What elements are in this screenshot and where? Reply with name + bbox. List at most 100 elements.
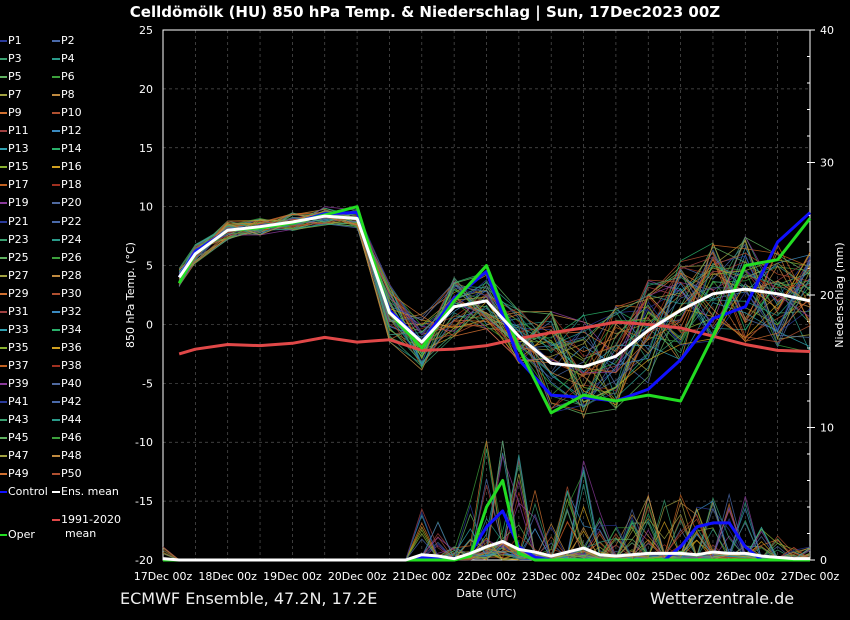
legend-label: P46: [61, 431, 82, 445]
y2-axis-label: Niederschlag (mm): [833, 242, 846, 347]
legend-item-p21: P21: [0, 215, 29, 229]
legend-swatch: [52, 94, 60, 97]
legend-swatch: [52, 382, 60, 385]
legend-item-p29: P29: [0, 287, 29, 301]
source-label: ECMWF Ensemble, 47.2N, 17.2E: [120, 589, 378, 608]
legend-swatch: [52, 202, 60, 205]
legend-swatch: [0, 346, 7, 349]
legend-item-p3: P3: [0, 52, 22, 66]
y-tick-label: 20: [139, 83, 153, 96]
legend-swatch: [52, 401, 60, 403]
legend-swatch: [0, 40, 7, 42]
legend-label: P45: [8, 431, 29, 445]
legend-label: P8: [61, 88, 75, 102]
legend-item-p30: P30: [52, 287, 82, 301]
legend-swatch: [0, 310, 7, 313]
legend-swatch: [0, 94, 7, 97]
legend-item-p23: P23: [0, 233, 29, 247]
legend-swatch: [0, 401, 7, 403]
legend-swatch: [0, 256, 7, 259]
legend-label: mean: [65, 527, 97, 540]
legend-label: P4: [61, 52, 75, 66]
legend-item-control: Control: [0, 485, 48, 499]
legend-item-ens-mean: Ens. mean: [52, 485, 119, 499]
legend-item-p6: P6: [52, 70, 75, 84]
legend-item-p12: P12: [52, 124, 82, 138]
legend-label: P39: [8, 376, 29, 390]
legend-item-p47: P47: [0, 449, 29, 463]
legend-label: P48: [61, 449, 82, 463]
legend-swatch: [52, 256, 60, 259]
legend-label: P12: [61, 124, 82, 138]
y-tick-label: -15: [135, 495, 153, 508]
legend-swatch: [0, 419, 7, 422]
legend-swatch: [0, 455, 7, 458]
x-tick-label: 22Dec 00z: [457, 570, 516, 583]
legend-item-p8: P8: [52, 88, 75, 102]
legend-swatch: [52, 184, 60, 187]
legend-swatch: [0, 328, 7, 331]
y2-tick-label: 30: [820, 157, 834, 170]
legend-label: P5: [8, 70, 22, 84]
ensemble-member-temp-line: [178, 213, 811, 398]
legend-label: P50: [61, 467, 82, 481]
legend-item-p16: P16: [52, 160, 82, 174]
legend-label: P13: [8, 142, 29, 156]
ensemble-member-temp-line: [178, 213, 811, 388]
ens-mean-precip-line: [162, 539, 810, 562]
legend-label: P26: [61, 250, 82, 264]
legend-item-p48: P48: [52, 449, 82, 463]
legend-label: P7: [8, 88, 22, 102]
legend-swatch: [52, 220, 60, 223]
legend-swatch: [0, 364, 7, 367]
legend-swatch: [52, 130, 60, 133]
legend-item-p36: P36: [52, 341, 82, 355]
legend-swatch: [0, 382, 7, 385]
ensemble-member-temp-line: [178, 216, 811, 410]
legend-swatch: [0, 437, 7, 440]
legend-label: Control: [8, 485, 48, 498]
legend-item-p14: P14: [52, 142, 82, 156]
legend-label: 1991-2020: [61, 513, 121, 526]
ensemble-member-temp-line: [178, 219, 811, 386]
legend-label: P3: [8, 52, 22, 66]
x-tick-label: 26Dec 00z: [716, 570, 775, 583]
y2-tick-label: 40: [820, 24, 834, 37]
legend-swatch: [52, 310, 60, 313]
legend-label: P47: [8, 449, 29, 463]
legend-swatch: [0, 76, 7, 79]
legend-swatch: [52, 40, 60, 42]
legend-item-p15: P15: [0, 160, 29, 174]
legend-item-p5: P5: [0, 70, 22, 84]
legend-item-p24: P24: [52, 233, 82, 247]
legend-label: P38: [61, 358, 82, 372]
legend-item-p38: P38: [52, 359, 82, 373]
legend-swatch: [52, 473, 60, 476]
legend-item-p31: P31: [0, 305, 29, 319]
legend-swatch: [52, 292, 60, 295]
brand-label: Wetterzentrale.de: [650, 589, 795, 608]
legend-item-p7: P7: [0, 88, 22, 102]
y-tick-label: 10: [139, 201, 153, 214]
x-tick-label: 18Dec 00z: [198, 570, 257, 583]
x-tick-label: 19Dec 00z: [263, 570, 322, 583]
y-tick-label: -20: [135, 554, 153, 567]
legend-swatch: [52, 437, 60, 440]
legend-swatch: [52, 419, 60, 422]
y-tick-label: -5: [142, 377, 153, 390]
legend-item-p18: P18: [52, 178, 82, 192]
legend-label: P6: [61, 70, 75, 84]
legend-label: P10: [61, 106, 82, 120]
legend-item-p43: P43: [0, 413, 29, 427]
legend-swatch: [0, 166, 7, 169]
legend-item-oper: Oper: [0, 528, 35, 542]
legend-swatch: [0, 130, 7, 133]
legend-label: P18: [61, 178, 82, 192]
legend-swatch: [0, 112, 7, 115]
legend-label: P23: [8, 232, 29, 246]
legend-item-p17: P17: [0, 178, 29, 192]
legend-label: P33: [8, 322, 29, 336]
ensemble-member-temp-line: [178, 211, 811, 420]
ensemble-member-temp-line: [178, 211, 811, 414]
legend-label: P37: [8, 358, 29, 372]
